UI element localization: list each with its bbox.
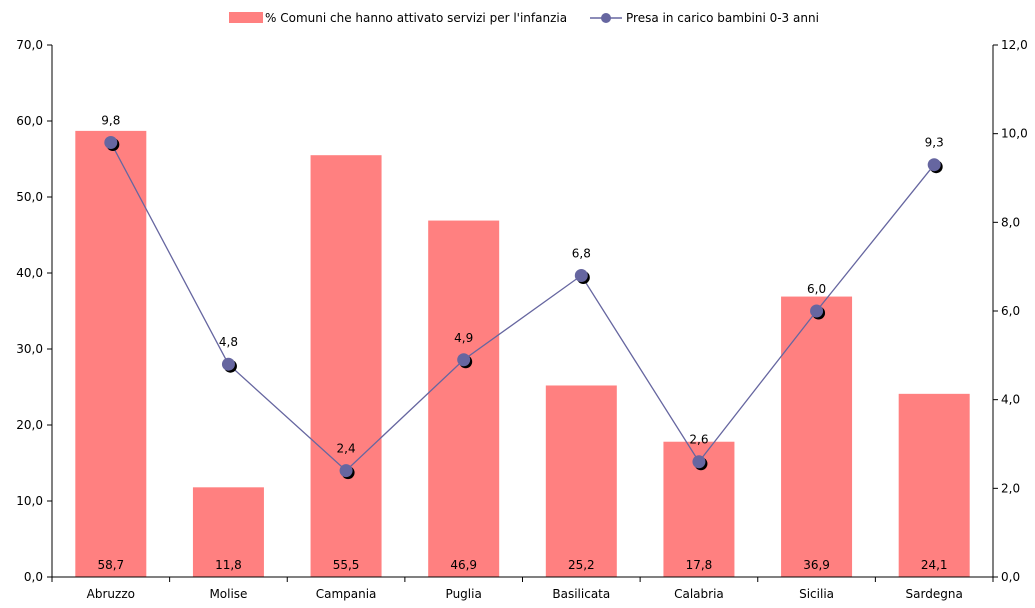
left-tick-label: 0,0 xyxy=(24,570,43,584)
category-label: Abruzzo xyxy=(87,587,135,601)
left-tick-label: 20,0 xyxy=(16,418,43,432)
bar-value-label: 24,1 xyxy=(921,558,948,572)
right-tick-label: 6,0 xyxy=(1001,304,1020,318)
line-point-abruzzo xyxy=(104,136,118,150)
line-path xyxy=(110,142,935,472)
legend-line-label: Presa in carico bambini 0-3 anni xyxy=(626,11,819,25)
category-label: Basilicata xyxy=(552,587,610,601)
line-value-label: 4,8 xyxy=(219,335,238,349)
category-label: Calabria xyxy=(674,587,724,601)
line-point-sicilia xyxy=(810,304,824,318)
bar-value-label: 25,2 xyxy=(568,558,595,572)
line-value-label: 4,9 xyxy=(454,331,473,345)
data-labels: 58,7 11,8 55,5 46,9 25,2 17,8 36,9 24,1 9,8 4,8 2,… xyxy=(97,114,947,572)
line-value-label: 9,3 xyxy=(925,136,944,150)
bar-puglia xyxy=(428,220,500,577)
line-point-campania xyxy=(339,464,353,478)
bar-basilicata xyxy=(545,385,617,577)
bar-series xyxy=(75,130,970,577)
line-value-label: 6,0 xyxy=(807,282,826,296)
legend-line-marker xyxy=(601,13,611,23)
right-tick-label: 8,0 xyxy=(1001,215,1020,229)
bar-sicilia xyxy=(781,296,853,577)
bar-abruzzo xyxy=(75,130,147,577)
bar-value-label: 11,8 xyxy=(215,558,242,572)
line-point-basilicata xyxy=(574,269,588,283)
line-point-calabria xyxy=(692,455,706,469)
left-tick-label: 30,0 xyxy=(16,342,43,356)
bar-value-label: 17,8 xyxy=(686,558,713,572)
line-value-label: 2,6 xyxy=(689,433,708,447)
line-value-label: 6,8 xyxy=(572,247,591,261)
line-series xyxy=(104,136,943,480)
category-label: Campania xyxy=(316,587,377,601)
left-tick-label: 70,0 xyxy=(16,38,43,52)
legend: % Comuni che hanno attivato servizi per … xyxy=(229,11,819,25)
line-point-molise xyxy=(221,357,235,371)
category-label: Sicilia xyxy=(799,587,834,601)
bar-value-label: 58,7 xyxy=(97,558,124,572)
axes: 0,0 10,0 20,0 30,0 40,0 50,0 60,0 70,0 0,0 2,0 4,0… xyxy=(16,38,1027,601)
line-point-puglia xyxy=(457,353,471,367)
category-label: Puglia xyxy=(446,587,482,601)
left-tick-label: 40,0 xyxy=(16,266,43,280)
left-tick-label: 50,0 xyxy=(16,190,43,204)
line-point-sardegna xyxy=(927,158,941,172)
left-tick-label: 10,0 xyxy=(16,494,43,508)
bar-value-label: 55,5 xyxy=(333,558,360,572)
right-tick-label: 10,0 xyxy=(1001,127,1028,141)
legend-bar-swatch xyxy=(229,12,263,23)
right-tick-label: 12,0 xyxy=(1001,38,1028,52)
right-tick-label: 4,0 xyxy=(1001,393,1020,407)
bar-value-label: 46,9 xyxy=(450,558,477,572)
bar-campania xyxy=(310,155,382,577)
legend-bar-label: % Comuni che hanno attivato servizi per … xyxy=(265,11,567,25)
line-value-label: 9,8 xyxy=(101,114,120,128)
right-tick-label: 2,0 xyxy=(1001,481,1020,495)
left-tick-label: 60,0 xyxy=(16,114,43,128)
category-label: Sardegna xyxy=(906,587,963,601)
right-tick-label: 0,0 xyxy=(1001,570,1020,584)
bar-molise xyxy=(192,487,264,577)
bar-value-label: 36,9 xyxy=(803,558,830,572)
line-value-label: 2,4 xyxy=(337,442,356,456)
category-label: Molise xyxy=(209,587,247,601)
bar-sardegna xyxy=(898,393,970,577)
